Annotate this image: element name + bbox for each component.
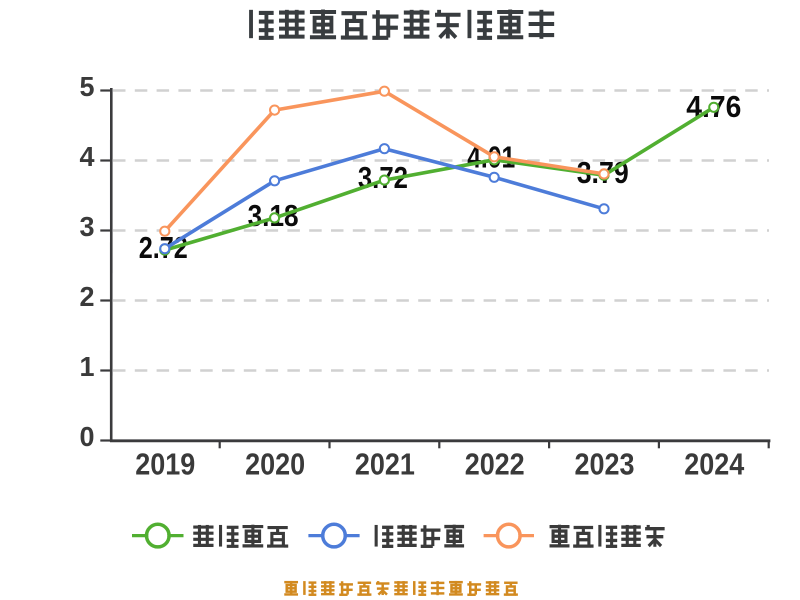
svg-text:2: 2 [80,281,95,312]
svg-text:5: 5 [80,71,95,102]
svg-text:2024: 2024 [684,447,745,482]
svg-text:2022: 2022 [465,447,525,482]
svg-text:2019: 2019 [135,447,195,482]
svg-text:2023: 2023 [575,447,635,482]
svg-text:1: 1 [80,351,95,382]
svg-text:0: 0 [80,421,95,452]
svg-text:2021: 2021 [355,447,415,482]
svg-text:4: 4 [80,141,95,172]
svg-text:3: 3 [80,211,95,242]
svg-text:2020: 2020 [245,447,305,482]
